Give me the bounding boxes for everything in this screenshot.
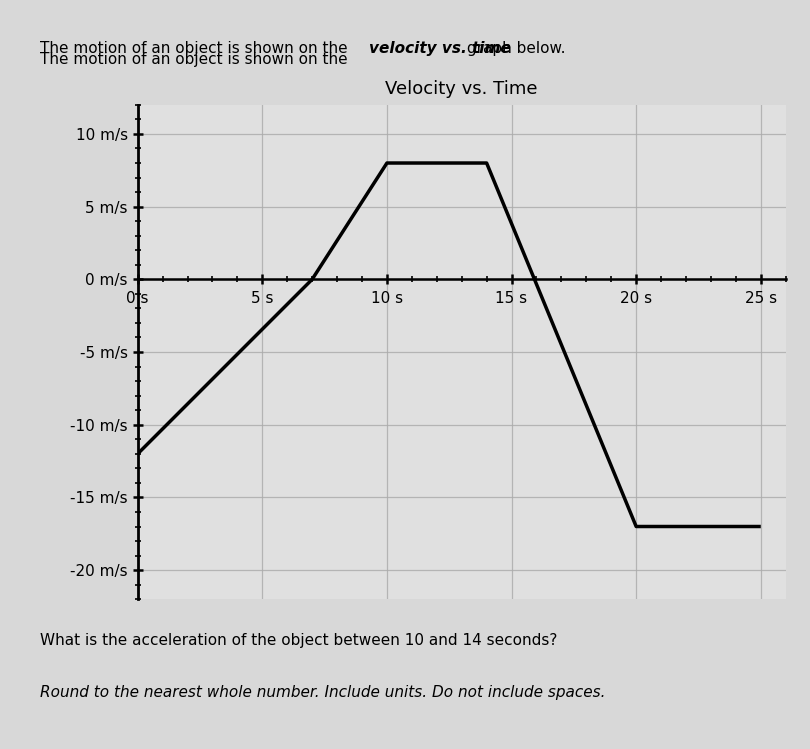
Text: The motion of an object is shown on the: The motion of an object is shown on the	[40, 52, 353, 67]
Text: graph below.: graph below.	[462, 41, 565, 56]
Title: Velocity vs. Time: Velocity vs. Time	[386, 79, 538, 98]
Text: velocity vs. time: velocity vs. time	[369, 41, 510, 56]
Text: What is the acceleration of the object between 10 and 14 seconds?: What is the acceleration of the object b…	[40, 633, 558, 648]
Text: The motion of an object is shown on the: The motion of an object is shown on the	[40, 41, 353, 56]
Text: Round to the nearest whole number. Include units. Do not include spaces.: Round to the nearest whole number. Inclu…	[40, 685, 606, 700]
